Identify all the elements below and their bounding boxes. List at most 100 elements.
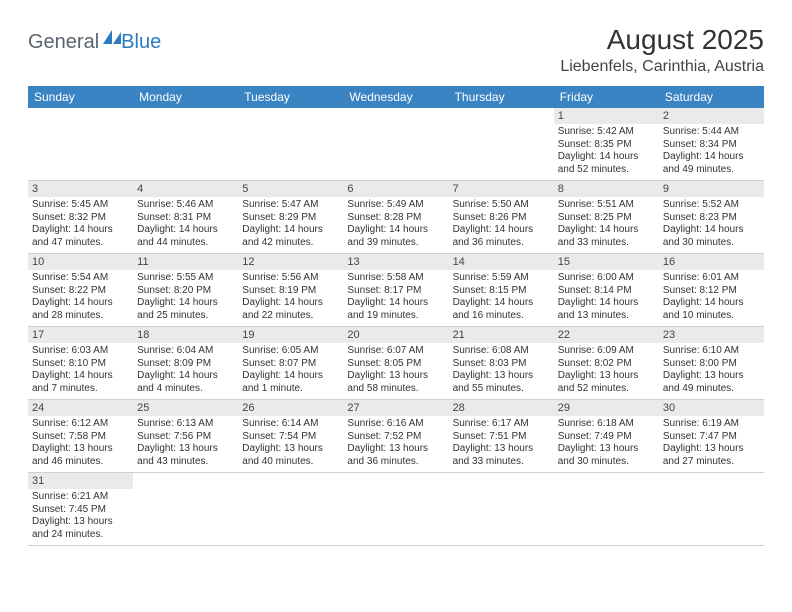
day-number: 4: [133, 181, 238, 197]
daylight-line2: and 39 minutes.: [347, 237, 444, 250]
sunset-text: Sunset: 8:07 PM: [242, 358, 339, 371]
calendar-day-cell: 1Sunrise: 5:42 AMSunset: 8:35 PMDaylight…: [554, 108, 659, 181]
day-details: Sunrise: 6:17 AMSunset: 7:51 PMDaylight:…: [449, 416, 554, 472]
day-number: 29: [554, 400, 659, 416]
sunrise-text: Sunrise: 6:05 AM: [242, 345, 339, 358]
sunset-text: Sunset: 8:26 PM: [453, 212, 550, 225]
day-details: Sunrise: 5:46 AMSunset: 8:31 PMDaylight:…: [133, 197, 238, 253]
daylight-line1: Daylight: 14 hours: [347, 224, 444, 237]
sunset-text: Sunset: 8:03 PM: [453, 358, 550, 371]
calendar-day-cell: 18Sunrise: 6:04 AMSunset: 8:09 PMDayligh…: [133, 327, 238, 400]
day-details: Sunrise: 6:05 AMSunset: 8:07 PMDaylight:…: [238, 343, 343, 399]
daylight-line2: and 44 minutes.: [137, 237, 234, 250]
day-details: Sunrise: 6:14 AMSunset: 7:54 PMDaylight:…: [238, 416, 343, 472]
calendar-day-cell: [449, 473, 554, 546]
day-details: Sunrise: 5:58 AMSunset: 8:17 PMDaylight:…: [343, 270, 448, 326]
sunset-text: Sunset: 7:52 PM: [347, 431, 444, 444]
day-details: Sunrise: 6:10 AMSunset: 8:00 PMDaylight:…: [659, 343, 764, 399]
sunrise-text: Sunrise: 5:56 AM: [242, 272, 339, 285]
daylight-line2: and 49 minutes.: [663, 383, 760, 396]
logo-text-blue: Blue: [121, 31, 161, 54]
calendar-day-cell: 7Sunrise: 5:50 AMSunset: 8:26 PMDaylight…: [449, 181, 554, 254]
daylight-line1: Daylight: 13 hours: [137, 443, 234, 456]
sunrise-text: Sunrise: 6:04 AM: [137, 345, 234, 358]
sunset-text: Sunset: 8:22 PM: [32, 285, 129, 298]
day-number: 7: [449, 181, 554, 197]
sunrise-text: Sunrise: 6:00 AM: [558, 272, 655, 285]
daylight-line1: Daylight: 14 hours: [558, 297, 655, 310]
day-details: Sunrise: 5:49 AMSunset: 8:28 PMDaylight:…: [343, 197, 448, 253]
sunset-text: Sunset: 7:56 PM: [137, 431, 234, 444]
sunset-text: Sunset: 8:28 PM: [347, 212, 444, 225]
sunrise-text: Sunrise: 5:44 AM: [663, 126, 760, 139]
calendar-day-cell: 23Sunrise: 6:10 AMSunset: 8:00 PMDayligh…: [659, 327, 764, 400]
daylight-line1: Daylight: 14 hours: [137, 370, 234, 383]
day-details: Sunrise: 5:54 AMSunset: 8:22 PMDaylight:…: [28, 270, 133, 326]
day-details: Sunrise: 6:04 AMSunset: 8:09 PMDaylight:…: [133, 343, 238, 399]
weekday-header: Monday: [133, 86, 238, 108]
daylight-line1: Daylight: 14 hours: [242, 297, 339, 310]
daylight-line1: Daylight: 14 hours: [137, 297, 234, 310]
daylight-line1: Daylight: 14 hours: [453, 297, 550, 310]
day-details: Sunrise: 5:50 AMSunset: 8:26 PMDaylight:…: [449, 197, 554, 253]
calendar-day-cell: 12Sunrise: 5:56 AMSunset: 8:19 PMDayligh…: [238, 254, 343, 327]
day-number: 23: [659, 327, 764, 343]
sunrise-text: Sunrise: 5:45 AM: [32, 199, 129, 212]
calendar-day-cell: [343, 473, 448, 546]
calendar-day-cell: 3Sunrise: 5:45 AMSunset: 8:32 PMDaylight…: [28, 181, 133, 254]
sunrise-text: Sunrise: 5:49 AM: [347, 199, 444, 212]
day-details: Sunrise: 6:21 AMSunset: 7:45 PMDaylight:…: [28, 489, 133, 545]
sunset-text: Sunset: 8:23 PM: [663, 212, 760, 225]
calendar-day-cell: 31Sunrise: 6:21 AMSunset: 7:45 PMDayligh…: [28, 473, 133, 546]
weekday-header: Friday: [554, 86, 659, 108]
sunset-text: Sunset: 8:05 PM: [347, 358, 444, 371]
day-details: Sunrise: 5:56 AMSunset: 8:19 PMDaylight:…: [238, 270, 343, 326]
day-details: Sunrise: 5:51 AMSunset: 8:25 PMDaylight:…: [554, 197, 659, 253]
day-number: 26: [238, 400, 343, 416]
calendar-day-cell: 21Sunrise: 6:08 AMSunset: 8:03 PMDayligh…: [449, 327, 554, 400]
daylight-line1: Daylight: 13 hours: [32, 443, 129, 456]
day-number: 12: [238, 254, 343, 270]
day-details: Sunrise: 6:01 AMSunset: 8:12 PMDaylight:…: [659, 270, 764, 326]
day-details: Sunrise: 5:59 AMSunset: 8:15 PMDaylight:…: [449, 270, 554, 326]
daylight-line1: Daylight: 14 hours: [32, 297, 129, 310]
calendar-body: 1Sunrise: 5:42 AMSunset: 8:35 PMDaylight…: [28, 108, 764, 546]
day-details: Sunrise: 6:00 AMSunset: 8:14 PMDaylight:…: [554, 270, 659, 326]
calendar-week-row: 10Sunrise: 5:54 AMSunset: 8:22 PMDayligh…: [28, 254, 764, 327]
calendar-day-cell: 10Sunrise: 5:54 AMSunset: 8:22 PMDayligh…: [28, 254, 133, 327]
sunset-text: Sunset: 7:58 PM: [32, 431, 129, 444]
calendar-day-cell: 11Sunrise: 5:55 AMSunset: 8:20 PMDayligh…: [133, 254, 238, 327]
sunset-text: Sunset: 8:09 PM: [137, 358, 234, 371]
sunset-text: Sunset: 7:49 PM: [558, 431, 655, 444]
daylight-line1: Daylight: 14 hours: [558, 151, 655, 164]
daylight-line2: and 28 minutes.: [32, 310, 129, 323]
daylight-line1: Daylight: 14 hours: [347, 297, 444, 310]
weekday-header: Tuesday: [238, 86, 343, 108]
sunrise-text: Sunrise: 6:13 AM: [137, 418, 234, 431]
day-number: 5: [238, 181, 343, 197]
daylight-line2: and 33 minutes.: [453, 456, 550, 469]
calendar-day-cell: 20Sunrise: 6:07 AMSunset: 8:05 PMDayligh…: [343, 327, 448, 400]
calendar-day-cell: 15Sunrise: 6:00 AMSunset: 8:14 PMDayligh…: [554, 254, 659, 327]
day-number: 21: [449, 327, 554, 343]
daylight-line1: Daylight: 13 hours: [32, 516, 129, 529]
daylight-line2: and 16 minutes.: [453, 310, 550, 323]
sunrise-text: Sunrise: 5:54 AM: [32, 272, 129, 285]
daylight-line1: Daylight: 14 hours: [453, 224, 550, 237]
calendar-day-cell: 19Sunrise: 6:05 AMSunset: 8:07 PMDayligh…: [238, 327, 343, 400]
sunset-text: Sunset: 8:32 PM: [32, 212, 129, 225]
sunset-text: Sunset: 8:19 PM: [242, 285, 339, 298]
day-number: 11: [133, 254, 238, 270]
calendar-week-row: 1Sunrise: 5:42 AMSunset: 8:35 PMDaylight…: [28, 108, 764, 181]
calendar-week-row: 17Sunrise: 6:03 AMSunset: 8:10 PMDayligh…: [28, 327, 764, 400]
day-details: Sunrise: 6:03 AMSunset: 8:10 PMDaylight:…: [28, 343, 133, 399]
sunrise-text: Sunrise: 5:50 AM: [453, 199, 550, 212]
day-details: Sunrise: 5:52 AMSunset: 8:23 PMDaylight:…: [659, 197, 764, 253]
daylight-line1: Daylight: 14 hours: [663, 297, 760, 310]
sunrise-text: Sunrise: 5:55 AM: [137, 272, 234, 285]
sunset-text: Sunset: 8:12 PM: [663, 285, 760, 298]
calendar-day-cell: 26Sunrise: 6:14 AMSunset: 7:54 PMDayligh…: [238, 400, 343, 473]
calendar-day-cell: 6Sunrise: 5:49 AMSunset: 8:28 PMDaylight…: [343, 181, 448, 254]
sunrise-text: Sunrise: 6:16 AM: [347, 418, 444, 431]
daylight-line2: and 22 minutes.: [242, 310, 339, 323]
